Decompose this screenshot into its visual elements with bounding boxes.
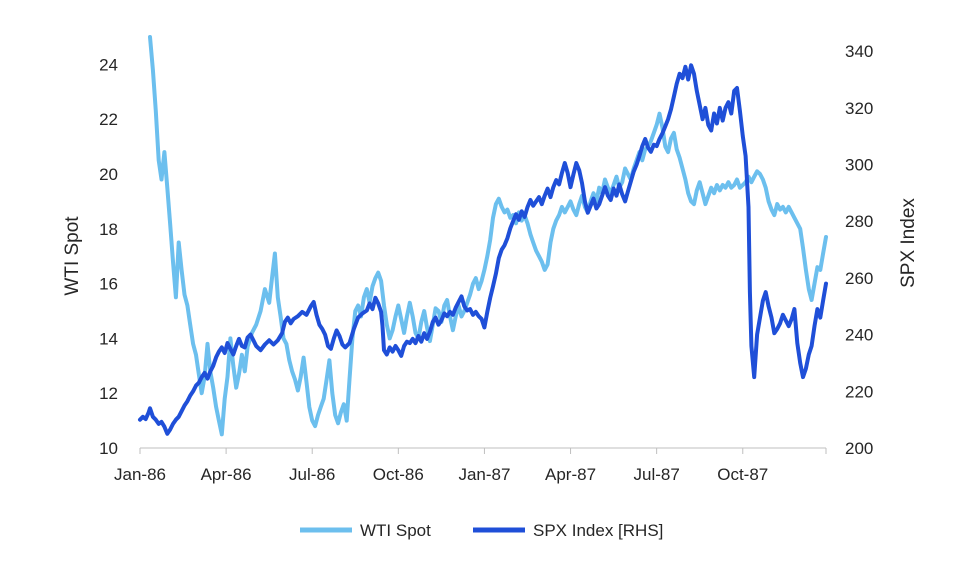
y-left-tick-label: 20 bbox=[99, 165, 118, 184]
x-tick-label: Apr-87 bbox=[545, 465, 596, 484]
x-tick-label: Jul-86 bbox=[289, 465, 335, 484]
x-tick-label: Jul-87 bbox=[633, 465, 679, 484]
y-left-tick-label: 12 bbox=[99, 384, 118, 403]
series-line-spx-index bbox=[138, 63, 828, 436]
y-left-axis-ticks: 10 12 14 16 18 20 22 24 bbox=[99, 55, 118, 458]
y-right-axis-ticks: 200 220 240 260 280 300 320 340 bbox=[845, 42, 873, 458]
y-right-tick-label: 200 bbox=[845, 439, 873, 458]
legend-label: WTI Spot bbox=[360, 521, 431, 540]
y-right-tick-label: 340 bbox=[845, 42, 873, 61]
x-tick-label: Apr-86 bbox=[201, 465, 252, 484]
y-left-tick-label: 10 bbox=[99, 439, 118, 458]
y-right-tick-label: 300 bbox=[845, 156, 873, 175]
y-left-tick-label: 14 bbox=[99, 329, 118, 348]
y-left-tick-label: 16 bbox=[99, 275, 118, 294]
y-right-tick-label: 320 bbox=[845, 99, 873, 118]
x-tick-label: Oct-87 bbox=[717, 465, 768, 484]
y-left-axis-title: WTI Spot bbox=[62, 216, 83, 296]
y-right-tick-label: 260 bbox=[845, 269, 873, 288]
series-layer bbox=[138, 35, 828, 437]
y-right-tick-label: 220 bbox=[845, 382, 873, 401]
y-right-tick-label: 240 bbox=[845, 326, 873, 345]
y-right-tick-label: 280 bbox=[845, 212, 873, 231]
y-right-axis-title: SPX Index bbox=[898, 198, 919, 288]
legend-label: SPX Index [RHS] bbox=[533, 521, 663, 540]
x-tick-label: Jan-86 bbox=[114, 465, 166, 484]
y-left-tick-label: 18 bbox=[99, 220, 118, 239]
y-left-tick-label: 22 bbox=[99, 110, 118, 129]
legend: WTI Spot SPX Index [RHS] bbox=[300, 521, 663, 540]
x-axis-ticks: Jan-86 Apr-86 Jul-86 Oct-86 Jan-87 Apr-87 Jul-… bbox=[114, 448, 827, 484]
series-line-wti-spot bbox=[148, 35, 828, 437]
x-tick-label: Oct-86 bbox=[373, 465, 424, 484]
x-tick-label: Jan-87 bbox=[458, 465, 510, 484]
y-left-tick-label: 24 bbox=[99, 55, 118, 74]
